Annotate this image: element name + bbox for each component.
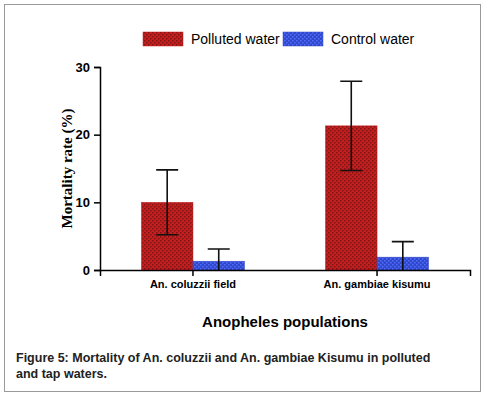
y-tick: 30 <box>76 60 100 75</box>
y-tick-label: 20 <box>76 127 90 142</box>
caption: Figure 5: Mortality of An. coluzzii and … <box>16 350 456 382</box>
x-tick-label: An. coluzzii field <box>150 278 236 290</box>
figure: 0 10 20 30 An. coluzzii field An. gambiae kis… <box>0 0 485 399</box>
y-tick-mark <box>94 202 100 204</box>
x-axis-line <box>101 271 471 277</box>
plot-area <box>141 81 428 270</box>
legend-label: Control water <box>331 31 415 47</box>
y-tick-label: 0 <box>83 263 90 278</box>
y-tick: 20 <box>76 127 100 142</box>
x-tick-label: An. gambiae kisumu <box>324 278 431 290</box>
x-axis: An. coluzzii field An. gambiae kisumu <box>101 270 471 290</box>
legend-label: Polluted water <box>191 31 280 47</box>
y-tick-label: 30 <box>76 60 90 75</box>
x-tick: An. gambiae kisumu <box>324 270 431 290</box>
chart: 0 10 20 30 An. coluzzii field An. gambiae kis… <box>0 0 485 399</box>
x-tick-mark <box>192 270 194 276</box>
y-tick-mark <box>94 270 100 272</box>
y-tick-mark <box>94 134 100 136</box>
x-tick: An. coluzzii field <box>150 270 236 290</box>
y-axis-line <box>94 68 101 271</box>
y-tick: 10 <box>76 195 100 210</box>
error-bar <box>340 81 362 170</box>
y-axis: 0 10 20 30 <box>76 60 101 278</box>
legend-swatch <box>143 32 183 46</box>
legend-swatch <box>283 32 323 46</box>
x-axis-title: Anopheles populations <box>202 313 368 330</box>
frame <box>5 5 481 392</box>
x-tick-mark <box>376 270 378 276</box>
legend: Polluted water Control water <box>143 31 415 47</box>
y-tick-label: 10 <box>76 195 90 210</box>
error-bar <box>392 242 414 270</box>
error-bar <box>156 170 178 235</box>
y-axis-title: Mortality rate (%) <box>59 109 76 229</box>
error-bar <box>208 249 230 270</box>
y-tick-mark <box>94 67 100 69</box>
y-tick: 0 <box>83 263 100 278</box>
